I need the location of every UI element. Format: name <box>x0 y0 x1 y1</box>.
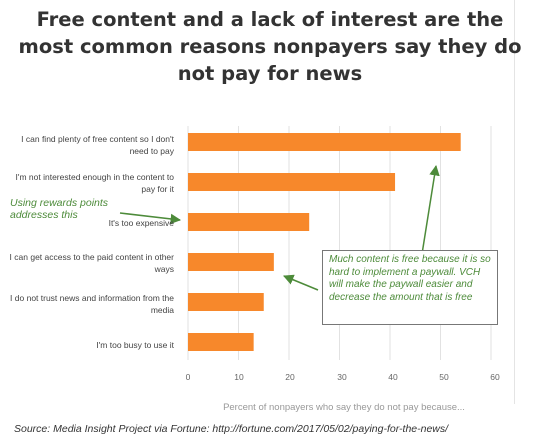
x-tick-label-60: 60 <box>490 372 500 382</box>
bar-5 <box>188 293 264 311</box>
category-label-5: I do not trust news and information from… <box>10 293 174 315</box>
category-label-1: I can find plenty of free content so I d… <box>21 134 174 156</box>
x-tick-label-30: 30 <box>337 372 347 382</box>
source-caption: Source: Media Insight Project via Fortun… <box>14 423 449 435</box>
x-tick-label-40: 40 <box>388 372 398 382</box>
bar-6 <box>188 333 254 351</box>
title-line-1: Free content and a lack of interest are … <box>36 8 504 31</box>
arrow-to-access-bar <box>283 274 319 291</box>
x-tick-label-0: 0 <box>185 372 191 382</box>
category-label-2: I'm not interested enough in the content… <box>15 172 174 194</box>
x-tick-label-20: 20 <box>285 372 295 382</box>
title-line-2: most common reasons nonpayers say they d… <box>18 35 522 58</box>
bar-3 <box>188 213 310 231</box>
rewards-annotation: Using rewards points addresses this <box>10 197 109 221</box>
x-tick-label-10: 10 <box>234 372 244 382</box>
category-label-3: It's too expensive <box>108 218 174 228</box>
category-label-4: I can get access to the paid content in … <box>9 252 174 274</box>
x-axis-label: Percent of nonpayers who say they do not… <box>223 402 465 413</box>
arrow-to-free-content-bar <box>421 164 440 255</box>
bar-2 <box>188 173 396 191</box>
arrow-to-expensive-bar <box>119 212 182 225</box>
x-tick-label-50: 50 <box>439 372 449 382</box>
bar-4 <box>188 253 274 271</box>
paywall-annotation-box: Much content is free because it is so ha… <box>322 250 498 325</box>
category-label-6: I'm too busy to use it <box>96 340 174 350</box>
chart-title: Free content and a lack of interest are … <box>0 6 540 87</box>
bar-1 <box>188 133 461 151</box>
title-line-3: not pay for news <box>177 62 363 85</box>
right-divider <box>514 0 515 404</box>
